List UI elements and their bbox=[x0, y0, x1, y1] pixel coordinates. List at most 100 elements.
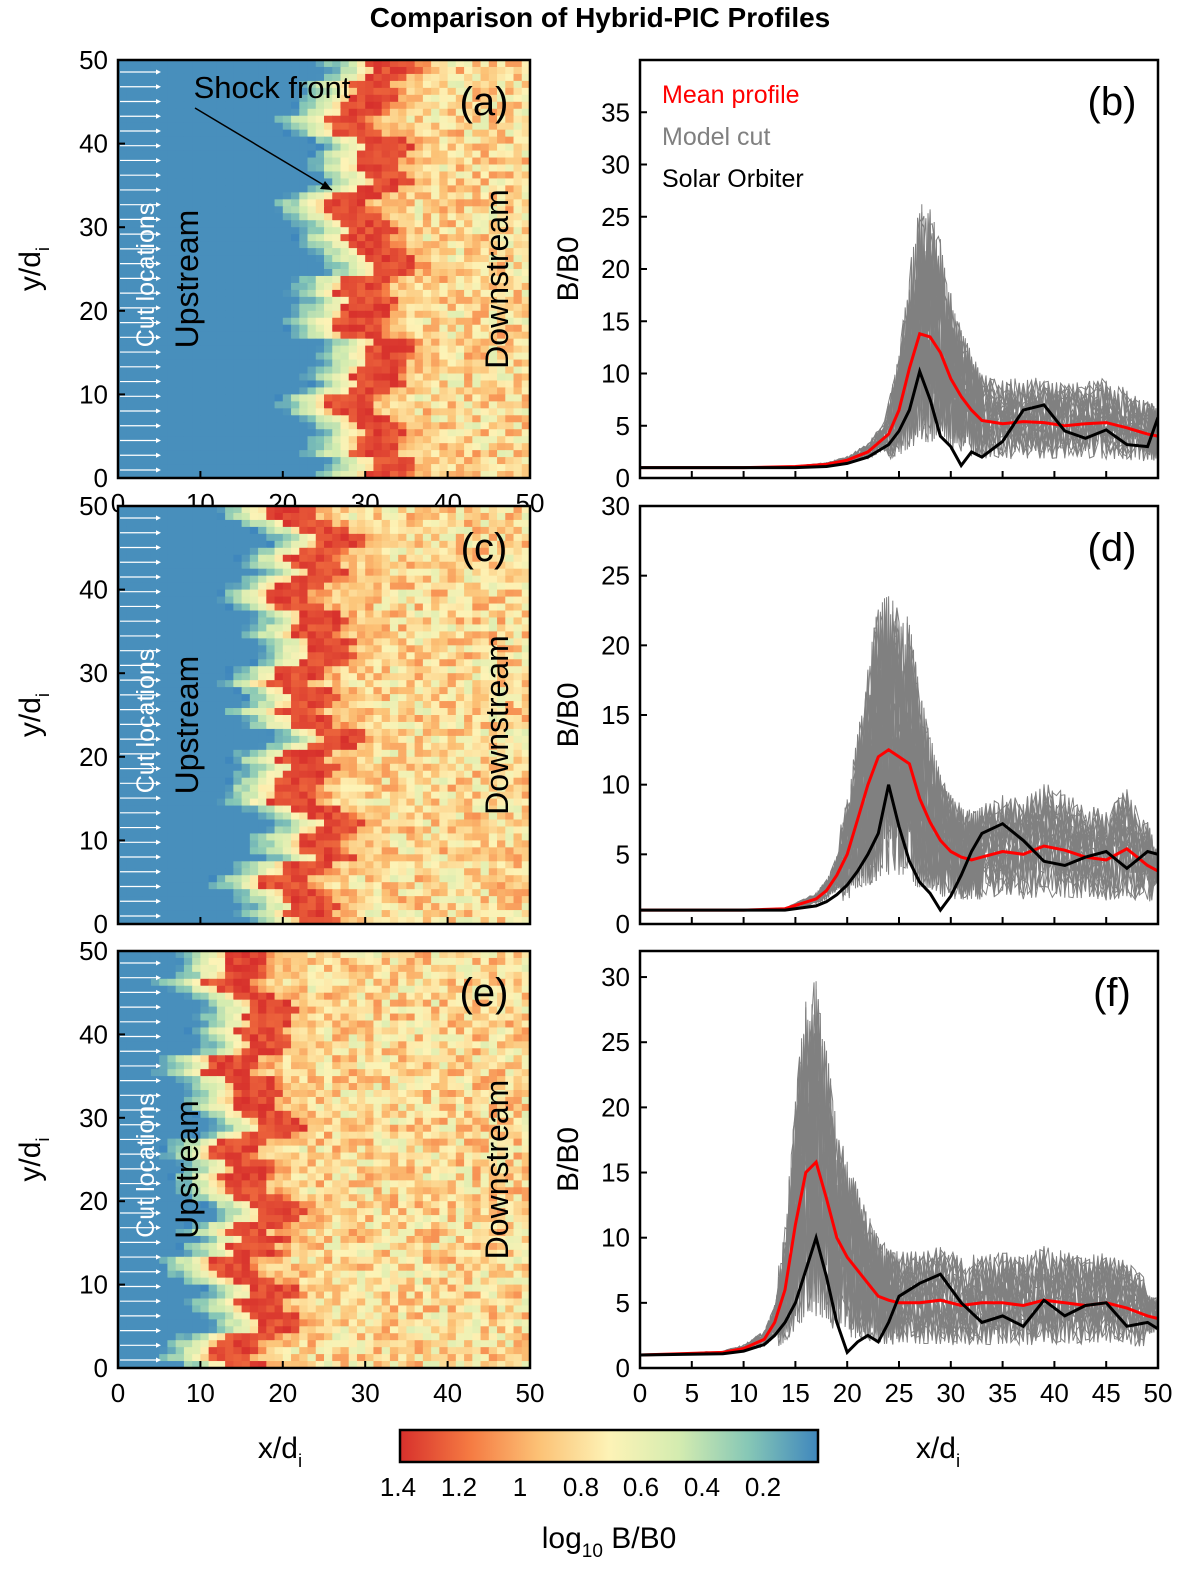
heatmap-cell bbox=[521, 715, 530, 723]
heatmap-cell bbox=[373, 380, 383, 389]
heatmap-cell bbox=[142, 610, 152, 619]
heatmap-cell bbox=[183, 317, 193, 326]
heatmap-cell bbox=[324, 352, 333, 361]
heatmap-cell bbox=[315, 115, 325, 124]
heatmap-cell bbox=[365, 568, 375, 577]
heatmap-cell bbox=[258, 380, 267, 389]
heatmap-cell bbox=[373, 136, 383, 145]
heatmap-cell bbox=[258, 324, 267, 333]
heatmap-cell bbox=[422, 66, 432, 75]
heatmap-cell bbox=[447, 352, 457, 361]
heatmap-cell bbox=[414, 136, 424, 145]
heatmap-cell bbox=[159, 359, 169, 368]
heatmap-cell bbox=[324, 652, 333, 660]
heatmap-cell bbox=[241, 652, 251, 660]
heatmap-cell bbox=[521, 380, 530, 389]
heatmap-cell bbox=[126, 136, 136, 145]
heatmap-cell bbox=[340, 429, 350, 437]
heatmap-cell bbox=[200, 331, 210, 340]
heatmap-cell bbox=[291, 171, 300, 180]
heatmap-cell bbox=[126, 345, 136, 354]
heatmap-cell bbox=[134, 582, 144, 591]
heatmap-cell bbox=[505, 115, 515, 124]
heatmap-cell bbox=[274, 506, 284, 514]
heatmap-cell bbox=[299, 742, 309, 751]
heatmap-cell bbox=[159, 220, 169, 228]
heatmap-cell bbox=[472, 317, 482, 326]
heatmap-cell bbox=[464, 164, 473, 173]
heatmap-cell bbox=[192, 721, 201, 730]
heatmap-cell bbox=[175, 526, 185, 535]
cut-arrow-head bbox=[156, 290, 161, 296]
heatmap-cell bbox=[340, 171, 350, 180]
heatmap-cell bbox=[183, 582, 193, 591]
heatmap-cell bbox=[381, 512, 391, 521]
heatmap-cell bbox=[183, 352, 193, 361]
heatmap-cell bbox=[134, 561, 144, 570]
heatmap-cell bbox=[200, 352, 210, 361]
heatmap-cell bbox=[373, 519, 383, 528]
heatmap-cell bbox=[183, 394, 193, 402]
heatmap-cell bbox=[381, 380, 391, 389]
heatmap-cell bbox=[249, 94, 259, 103]
heatmap-cell bbox=[266, 296, 276, 305]
heatmap-cell bbox=[348, 227, 358, 235]
heatmap-cell bbox=[126, 143, 136, 152]
heatmap-cell bbox=[258, 603, 267, 612]
heatmap-cell bbox=[118, 554, 127, 563]
heatmap-cell bbox=[324, 401, 333, 409]
heatmap-cell bbox=[258, 680, 267, 688]
heatmap-cell bbox=[464, 450, 473, 458]
heatmap-cell bbox=[365, 324, 375, 333]
heatmap-cell bbox=[266, 324, 276, 333]
heatmap-cell bbox=[291, 610, 300, 619]
heatmap-cell bbox=[414, 324, 424, 333]
heatmap-cell bbox=[266, 122, 276, 131]
heatmap-cell bbox=[258, 443, 267, 451]
heatmap-cell bbox=[315, 143, 325, 152]
heatmap-cell bbox=[373, 171, 383, 180]
heatmap-cell bbox=[381, 575, 391, 584]
heatmap-cell bbox=[200, 275, 210, 284]
heatmap-cell bbox=[299, 310, 309, 319]
heatmap-cell bbox=[258, 282, 267, 291]
heatmap-cell bbox=[175, 721, 185, 730]
heatmap-cell bbox=[282, 164, 292, 173]
heatmap-cell bbox=[381, 80, 391, 89]
heatmap-cell bbox=[497, 680, 506, 688]
heatmap-cell bbox=[464, 387, 473, 395]
heatmap-cell bbox=[513, 255, 523, 263]
heatmap-cell bbox=[225, 519, 234, 528]
heatmap-cell bbox=[406, 241, 416, 249]
heatmap-cell bbox=[365, 457, 375, 465]
legend-entry: Solar Orbiter bbox=[662, 165, 804, 193]
heatmap-cell bbox=[422, 157, 432, 166]
heatmap-cell bbox=[447, 596, 457, 605]
heatmap-cell bbox=[447, 680, 457, 688]
heatmap-cell bbox=[472, 443, 482, 451]
heatmap-cell bbox=[192, 199, 201, 207]
heatmap-cell bbox=[167, 241, 177, 249]
heatmap-cell bbox=[159, 443, 169, 451]
heatmap-cell bbox=[192, 436, 201, 444]
heatmap-cell bbox=[134, 471, 144, 478]
heatmap-cell bbox=[307, 303, 317, 312]
heatmap-cell bbox=[175, 554, 185, 563]
heatmap-cell bbox=[332, 749, 342, 758]
heatmap-cell bbox=[480, 373, 490, 382]
heatmap-cell bbox=[439, 394, 449, 402]
heatmap-cell bbox=[373, 721, 383, 730]
cut-arrow-head bbox=[156, 364, 161, 370]
heatmap-cell bbox=[299, 373, 309, 382]
heatmap-cell bbox=[439, 617, 449, 626]
heatmap-cell bbox=[439, 331, 449, 340]
heatmap-cell bbox=[249, 554, 259, 563]
heatmap-cell bbox=[447, 561, 457, 570]
heatmap-cell bbox=[307, 213, 317, 221]
heatmap-cell bbox=[208, 728, 218, 737]
heatmap-cell bbox=[348, 66, 358, 75]
heatmap-cell bbox=[365, 589, 375, 598]
heatmap-cell bbox=[258, 227, 267, 235]
heatmap-cell bbox=[348, 721, 358, 730]
heatmap-cell bbox=[282, 80, 292, 89]
